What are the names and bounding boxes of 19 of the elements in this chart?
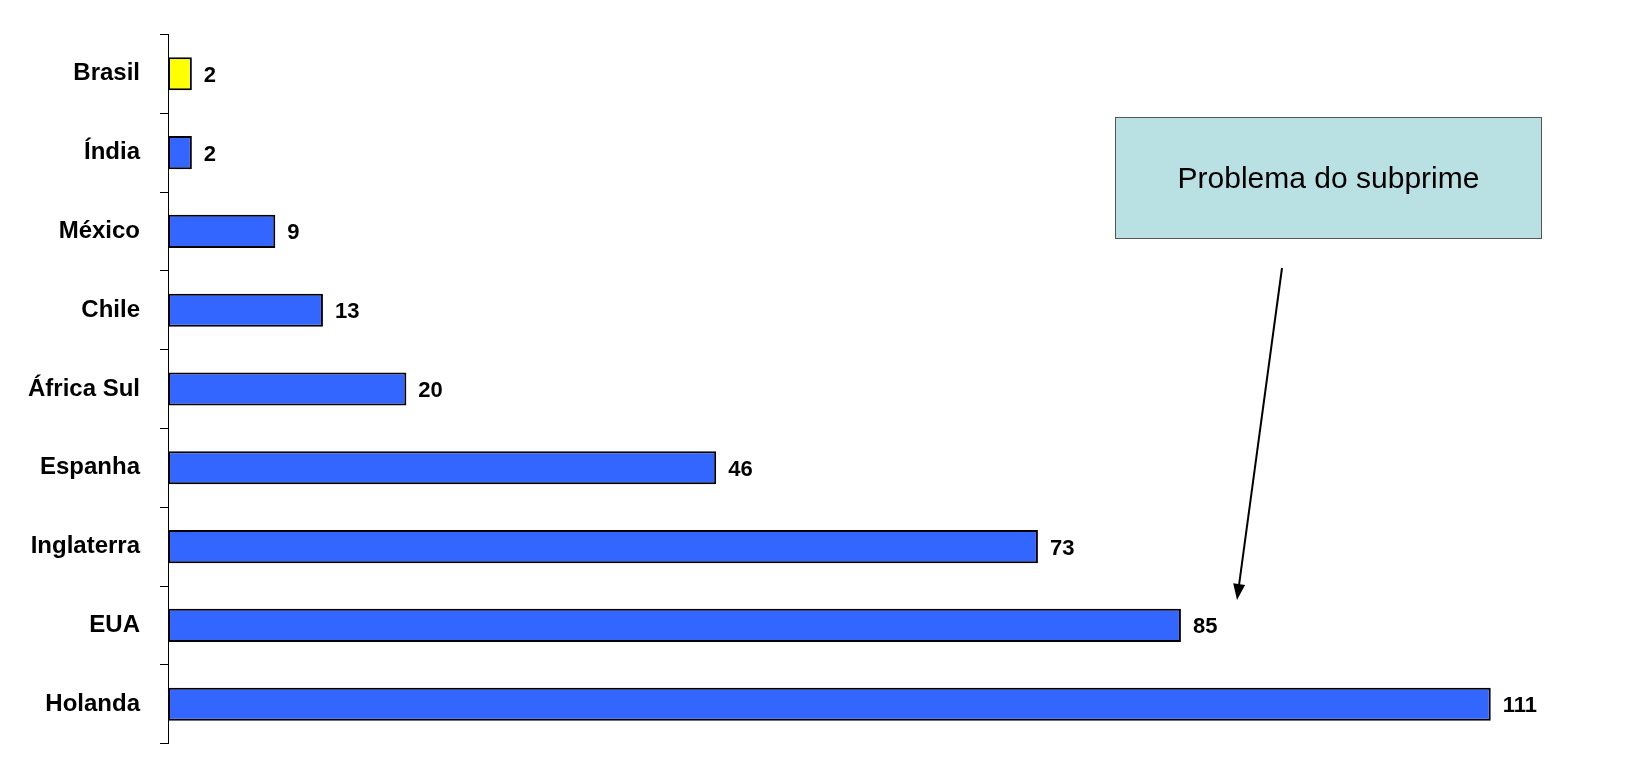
data-label: 2: [203, 61, 217, 87]
data-label: 20: [418, 377, 443, 403]
data-label: 46: [728, 455, 753, 481]
y-tick-label: EUA: [89, 610, 141, 638]
y-tick-label: África Sul: [28, 373, 141, 401]
data-label: 9: [287, 219, 300, 245]
data-label: 85: [1192, 613, 1218, 639]
y-tick-label: Holanda: [45, 688, 141, 716]
y-tick-label: Chile: [81, 294, 141, 322]
data-label: 111: [1502, 692, 1538, 718]
data-label: 73: [1049, 534, 1075, 560]
y-tick-label: Brasil: [73, 58, 141, 86]
data-label: 13: [334, 298, 360, 324]
y-tick-label: Inglaterra: [30, 531, 141, 559]
y-tick-label: México: [58, 216, 141, 244]
data-label: 2: [203, 140, 217, 166]
y-tick-label: Índia: [84, 137, 141, 165]
callout-box: Problema do subprime: [1115, 117, 1542, 239]
y-tick-label: Espanha: [40, 452, 141, 480]
